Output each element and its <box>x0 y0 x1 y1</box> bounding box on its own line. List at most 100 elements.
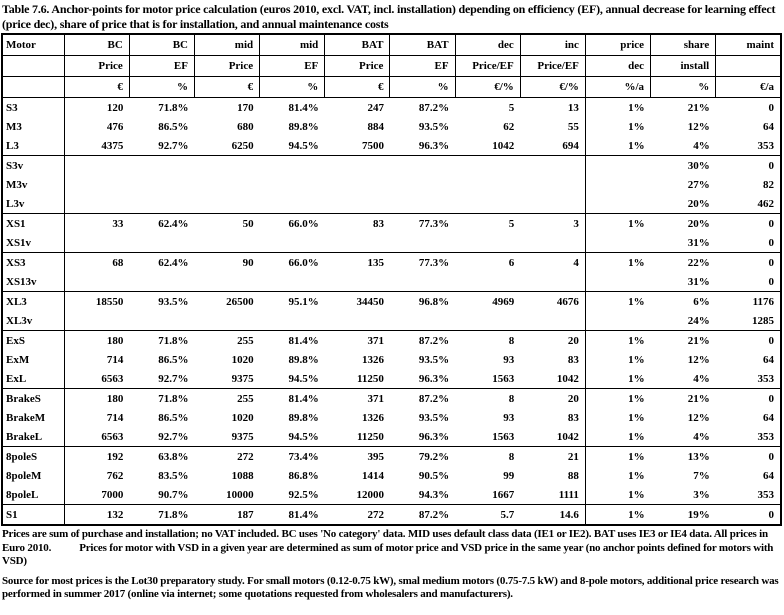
value-cell <box>259 155 325 175</box>
value-cell: 99 <box>503 469 515 482</box>
value-cell: 94.5% <box>288 372 319 385</box>
value-cell: 86.5% <box>158 353 189 366</box>
value-cell: 94.3% <box>418 488 450 501</box>
value-cell <box>390 194 455 214</box>
value-cell: 12000 <box>356 488 384 501</box>
value-cell: 6563 <box>101 372 124 385</box>
column-header: install <box>650 55 717 77</box>
column-header: Price <box>324 55 391 77</box>
value-cell: 6% <box>650 291 716 311</box>
motor-name-cell: ExS <box>2 330 65 350</box>
column-header: maint <box>715 33 782 56</box>
value-cell: 11250 <box>357 372 384 385</box>
motor-name-cell: L3v <box>2 194 65 214</box>
value-cell <box>129 233 194 253</box>
value-cell: 93.5% <box>418 411 450 424</box>
value-cell: 1042 <box>556 372 579 385</box>
value-cell: 18550 <box>64 291 130 311</box>
value-cell: 93.5% <box>129 291 195 311</box>
table-row: 8poleL 7000 90.7% 10000 92.5% 12000 94.3% 1667 1… <box>2 485 781 505</box>
table-row: S3 120 71.8% 170 81.4% 247 87.2% 5 13 1% 21% 0 <box>2 97 781 117</box>
value-cell: 192 <box>64 446 130 466</box>
value-cell: 0 <box>715 155 781 175</box>
motor-name-cell: S1 <box>2 504 65 525</box>
column-header: Price <box>193 55 261 77</box>
column-header: € <box>63 76 130 98</box>
value-cell: 92.7% <box>158 139 189 152</box>
column-header: %/a <box>584 76 652 98</box>
value-cell <box>520 233 585 253</box>
motor-name-cell: XL3 <box>2 291 65 311</box>
value-cell: 4% <box>693 139 710 152</box>
value-cell <box>194 155 260 175</box>
value-cell: 86.5% <box>158 120 189 133</box>
value-cell: 83 <box>567 353 579 366</box>
value-cell: 1042 <box>492 139 515 152</box>
value-cell: 90 <box>194 252 260 272</box>
value-cell: 187 <box>194 504 260 525</box>
value-cell: 371 <box>324 330 390 350</box>
table-row: XL3v 24% 1285 <box>2 311 781 331</box>
value-cell <box>129 194 194 214</box>
table-header: Motor BC BC mid mid BAT BAT dec inc price share mai… <box>1 33 782 98</box>
value-cell <box>455 311 520 331</box>
table-row: M3v 27% 82 <box>2 175 781 194</box>
value-cell: 19% <box>650 504 716 525</box>
table-row: XS1v 31% 0 <box>2 233 781 253</box>
value-cell: 1111 <box>558 488 579 501</box>
column-header: inc <box>519 33 586 56</box>
value-cell: 83 <box>324 213 390 233</box>
value-cell <box>194 175 259 194</box>
value-cell: 77.3% <box>389 252 456 272</box>
value-cell: 714 <box>106 353 124 366</box>
value-cell: 353 <box>757 430 775 443</box>
value-cell: 1020 <box>231 411 254 424</box>
motor-name-cell: BrakeS <box>2 388 65 408</box>
value-cell: 1563 <box>492 430 515 443</box>
value-cell: 96.3% <box>418 430 450 443</box>
table-row: BrakeL 6563 92.7% 9375 94.5% 11250 96.3% 1563 10… <box>2 427 781 447</box>
footnote-prices: Prices are sum of purchase and installat… <box>2 528 774 567</box>
value-cell <box>324 155 390 175</box>
value-cell: 93.5% <box>418 353 450 366</box>
value-cell: 93 <box>503 353 515 366</box>
value-cell: 90.5% <box>418 469 450 482</box>
value-cell <box>520 194 585 214</box>
value-cell: 92.7% <box>158 372 189 385</box>
column-header: BAT <box>389 33 456 56</box>
motor-name-cell: ExL <box>2 369 65 389</box>
value-cell: 24% <box>687 314 710 327</box>
value-cell: 20% <box>687 197 710 210</box>
value-cell <box>325 194 390 214</box>
value-cell: 1% <box>584 466 651 485</box>
value-cell: 1% <box>584 504 651 525</box>
motor-name-cell: M3v <box>2 175 65 194</box>
value-cell: 9375 <box>231 372 254 385</box>
value-cell: 1414 <box>361 469 384 482</box>
value-cell: 96.3% <box>418 139 450 152</box>
value-cell: 255 <box>194 388 260 408</box>
value-cell: 93 <box>503 411 515 424</box>
value-cell: 9375 <box>231 430 254 443</box>
value-cell: 1% <box>584 408 651 427</box>
value-cell: 170 <box>194 97 260 117</box>
motor-name-cell: L3 <box>2 136 65 156</box>
value-cell <box>584 194 651 214</box>
value-cell: 0 <box>715 446 781 466</box>
value-cell: 13% <box>650 446 716 466</box>
value-cell: 71.8% <box>129 388 195 408</box>
value-cell: 6250 <box>231 139 254 152</box>
value-cell <box>325 233 390 253</box>
value-cell: 31% <box>687 275 710 288</box>
value-cell <box>455 233 520 253</box>
value-cell: 68 <box>64 252 130 272</box>
value-cell: 81.4% <box>259 504 325 525</box>
value-cell: 33 <box>64 213 130 233</box>
value-cell: 353 <box>757 372 775 385</box>
value-cell: 0 <box>715 252 781 272</box>
value-cell <box>194 233 259 253</box>
value-cell: 371 <box>324 388 390 408</box>
column-header: BAT <box>324 33 391 56</box>
value-cell: 0 <box>768 236 775 249</box>
value-cell <box>260 311 325 331</box>
